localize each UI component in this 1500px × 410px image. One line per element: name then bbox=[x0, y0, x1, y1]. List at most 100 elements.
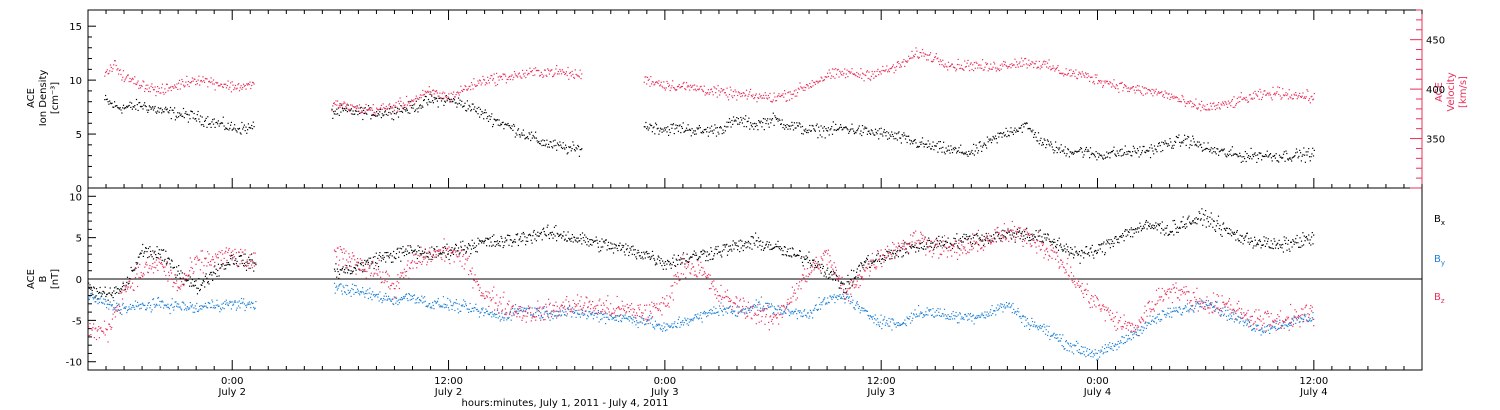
velocity-point bbox=[831, 68, 834, 70]
bx-point bbox=[579, 240, 581, 242]
velocity-point bbox=[884, 70, 886, 72]
bx-point bbox=[506, 239, 508, 241]
by-point bbox=[472, 307, 474, 309]
by-point bbox=[410, 295, 412, 297]
by-point bbox=[442, 296, 444, 298]
bx-point bbox=[979, 237, 981, 239]
velocity-point bbox=[1076, 77, 1078, 79]
velocity-point bbox=[1304, 97, 1306, 100]
bx-point bbox=[509, 239, 511, 241]
density-point bbox=[522, 129, 524, 131]
velocity-point bbox=[939, 59, 941, 61]
velocity-point bbox=[1009, 63, 1011, 66]
bx-point bbox=[691, 256, 693, 258]
velocity-point bbox=[892, 64, 894, 66]
density-point bbox=[552, 140, 554, 142]
bx-point bbox=[540, 231, 542, 233]
bx-point bbox=[977, 243, 979, 246]
density-point bbox=[988, 138, 990, 140]
density-point bbox=[906, 141, 908, 144]
bx-point bbox=[827, 277, 829, 279]
density-point bbox=[1117, 152, 1119, 154]
density-point bbox=[1255, 154, 1257, 157]
velocity-point bbox=[798, 88, 800, 90]
by-point bbox=[453, 301, 455, 303]
velocity-point bbox=[430, 91, 432, 93]
velocity-point bbox=[1301, 95, 1303, 97]
bx-point bbox=[479, 240, 481, 242]
velocity-point bbox=[1265, 94, 1267, 96]
density-point bbox=[174, 119, 176, 121]
velocity-point bbox=[758, 97, 760, 99]
bx-point bbox=[703, 250, 705, 252]
velocity-point bbox=[458, 94, 460, 96]
velocity-point bbox=[917, 56, 919, 58]
bx-point bbox=[1005, 231, 1008, 233]
bx-point bbox=[846, 281, 848, 283]
velocity-point bbox=[496, 83, 499, 86]
velocity-point bbox=[1018, 63, 1020, 65]
density-point bbox=[852, 128, 854, 130]
velocity-point bbox=[117, 68, 119, 70]
by-point bbox=[203, 305, 205, 307]
density-point bbox=[741, 119, 743, 121]
density-point bbox=[1067, 149, 1070, 151]
bx-point bbox=[739, 251, 741, 253]
bx-point bbox=[403, 251, 405, 253]
velocity-point bbox=[428, 86, 430, 88]
density-point bbox=[563, 147, 565, 149]
bx-point bbox=[1250, 237, 1252, 239]
bx-point bbox=[1011, 238, 1013, 240]
density-point bbox=[660, 128, 662, 130]
velocity-point bbox=[781, 94, 783, 97]
bx-point bbox=[217, 269, 219, 272]
by-point bbox=[398, 299, 400, 301]
by-point bbox=[442, 306, 444, 308]
density-point bbox=[1289, 157, 1291, 159]
velocity-point bbox=[848, 71, 851, 73]
density-point bbox=[194, 118, 196, 120]
bx-point bbox=[960, 240, 962, 242]
density-point bbox=[741, 122, 743, 124]
density-point bbox=[155, 111, 157, 113]
bx-point bbox=[737, 249, 739, 251]
velocity-point bbox=[1003, 63, 1006, 66]
bx-point bbox=[711, 258, 713, 260]
density-point bbox=[332, 117, 334, 119]
density-point bbox=[1132, 151, 1134, 153]
bx-point bbox=[438, 253, 440, 255]
density-point bbox=[1079, 149, 1081, 151]
bx-point bbox=[698, 256, 700, 258]
density-point bbox=[954, 146, 956, 149]
bx-point bbox=[563, 231, 565, 233]
velocity-point bbox=[1085, 72, 1087, 74]
velocity-point bbox=[792, 93, 794, 95]
density-point bbox=[389, 108, 391, 110]
density-point bbox=[809, 124, 811, 127]
velocity-point bbox=[454, 96, 456, 98]
velocity-point bbox=[374, 112, 376, 114]
density-point bbox=[1046, 139, 1049, 141]
bx-point bbox=[626, 248, 628, 250]
by-point bbox=[220, 309, 222, 311]
bx-point bbox=[1227, 232, 1229, 234]
density-point bbox=[157, 110, 159, 112]
bx-point bbox=[473, 242, 475, 244]
velocity-point bbox=[652, 81, 654, 83]
bx-point bbox=[463, 249, 465, 251]
density-point bbox=[703, 129, 705, 131]
density-point bbox=[830, 128, 832, 130]
density-point bbox=[1282, 153, 1285, 155]
density-point bbox=[480, 114, 482, 116]
by-point bbox=[196, 302, 198, 305]
velocity-point bbox=[363, 112, 365, 114]
bx-point bbox=[451, 247, 453, 249]
by-point bbox=[192, 311, 194, 313]
bx-point bbox=[519, 238, 521, 240]
density-point bbox=[378, 114, 380, 116]
density-point bbox=[161, 109, 163, 111]
bx-point bbox=[884, 259, 886, 261]
bx-point bbox=[1026, 227, 1028, 229]
velocity-point bbox=[894, 67, 896, 69]
velocity-point bbox=[1291, 94, 1293, 96]
